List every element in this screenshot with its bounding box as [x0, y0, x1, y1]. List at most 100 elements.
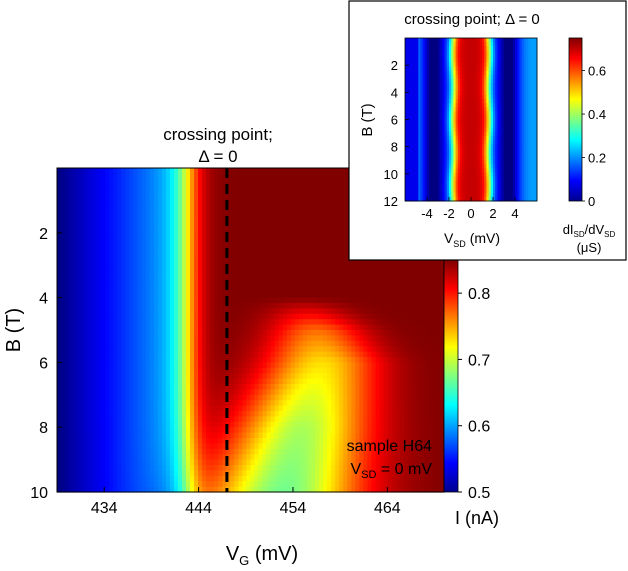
main-heat-cell — [218, 232, 223, 239]
main-heat-cell — [149, 438, 155, 444]
main-heat-cell — [375, 394, 381, 401]
main-heat-cell — [331, 330, 336, 336]
main-heat-cell — [278, 265, 284, 272]
main-heat-cell — [61, 319, 66, 326]
main-heat-cell — [423, 362, 429, 369]
main-heat-cell — [198, 232, 203, 239]
main-heat-cell — [411, 432, 417, 439]
main-heat-cell — [290, 303, 296, 309]
main-heat-cell — [133, 178, 139, 185]
main-heat-cell — [105, 438, 111, 444]
main-heat-cell — [181, 173, 187, 180]
main-heat-cell — [399, 373, 405, 380]
main-heat-cell — [93, 249, 98, 255]
main-heat-cell — [117, 200, 123, 207]
main-heat-cell — [238, 173, 244, 180]
main-heat-cell — [117, 184, 123, 191]
main-heat-cell — [177, 427, 183, 434]
main-heat-cell — [97, 281, 102, 288]
main-heat-cell — [411, 394, 417, 401]
main-heat-cell — [306, 357, 312, 363]
main-heat-cell — [298, 346, 304, 353]
main-heat-cell — [190, 276, 195, 282]
main-heat-cell — [306, 378, 312, 385]
main-heat-cell — [266, 319, 272, 326]
main-heat-cell — [371, 259, 377, 266]
main-heat-cell — [383, 270, 389, 277]
main-heat-cell — [141, 254, 147, 261]
main-heat-cell — [423, 308, 429, 315]
main-heat-cell — [93, 168, 98, 174]
main-heat-cell — [57, 416, 62, 423]
main-heat-cell — [153, 200, 159, 207]
main-heat-cell — [270, 168, 276, 174]
main-heat-cell — [258, 324, 264, 331]
main-heat-cell — [302, 216, 308, 223]
main-heat-cell — [270, 303, 276, 309]
main-heat-cell — [210, 411, 215, 417]
main-heat-cell — [379, 362, 385, 369]
main-heat-cell — [145, 292, 151, 299]
main-heat-cell — [375, 313, 381, 320]
main-heat-cell — [141, 373, 147, 380]
main-heat-cell — [238, 238, 244, 245]
main-heat-cell — [190, 340, 195, 347]
main-heat-cell — [177, 232, 183, 239]
main-heat-cell — [363, 270, 369, 277]
main-heat-cell — [431, 270, 437, 277]
main-heat-cell — [190, 384, 195, 390]
main-heat-cell — [161, 243, 167, 250]
main-heat-cell — [439, 378, 445, 385]
main-heat-cell — [65, 249, 70, 255]
main-heat-cell — [85, 200, 90, 207]
main-heat-cell — [214, 373, 219, 380]
main-heat-cell — [137, 243, 143, 250]
main-heat-cell — [335, 303, 340, 309]
main-heat-cell — [238, 340, 244, 347]
main-heat-cell — [310, 443, 316, 450]
main-heat-cell — [246, 297, 252, 304]
main-heat-cell — [226, 168, 231, 174]
main-heat-cell — [310, 227, 316, 234]
main-heat-cell — [145, 216, 151, 223]
main-heat-cell — [69, 254, 74, 261]
main-heat-cell — [226, 308, 231, 315]
main-heat-cell — [242, 211, 248, 218]
main-heat-cell — [250, 351, 256, 358]
main-heat-cell — [435, 411, 441, 417]
main-heat-cell — [230, 308, 235, 315]
main-heat-cell — [145, 276, 151, 282]
main-heat-cell — [194, 405, 199, 412]
main-heat-cell — [85, 216, 90, 223]
main-heat-cell — [73, 281, 78, 288]
main-heat-cell — [274, 173, 280, 180]
main-heat-cell — [81, 411, 86, 417]
main-heat-cell — [125, 384, 131, 390]
main-heat-cell — [210, 405, 215, 412]
main-heat-cell — [210, 227, 215, 234]
main-heat-cell — [387, 389, 393, 396]
main-heat-cell — [218, 189, 223, 196]
main-heat-cell — [133, 238, 139, 245]
main-heat-cell — [327, 367, 332, 374]
main-heat-cell — [351, 416, 356, 423]
main-heat-cell — [157, 330, 163, 336]
main-heat-cell — [363, 357, 369, 363]
main-heat-cell — [335, 211, 340, 218]
main-heat-cell — [278, 400, 284, 407]
main-heat-cell — [351, 276, 356, 282]
main-heat-cell — [226, 227, 231, 234]
main-heat-cell — [327, 330, 332, 336]
main-heat-cell — [77, 232, 82, 239]
main-heat-cell — [302, 281, 308, 288]
main-heat-cell — [298, 340, 304, 347]
main-heat-cell — [319, 286, 324, 293]
main-heat-cell — [343, 351, 348, 358]
main-heat-cell — [242, 195, 248, 201]
main-heat-cell — [343, 313, 348, 320]
main-heat-cell — [286, 303, 292, 309]
main-heat-cell — [214, 292, 219, 299]
main-heat-cell — [262, 281, 268, 288]
main-heat-cell — [250, 200, 256, 207]
main-heat-cell — [73, 173, 78, 180]
